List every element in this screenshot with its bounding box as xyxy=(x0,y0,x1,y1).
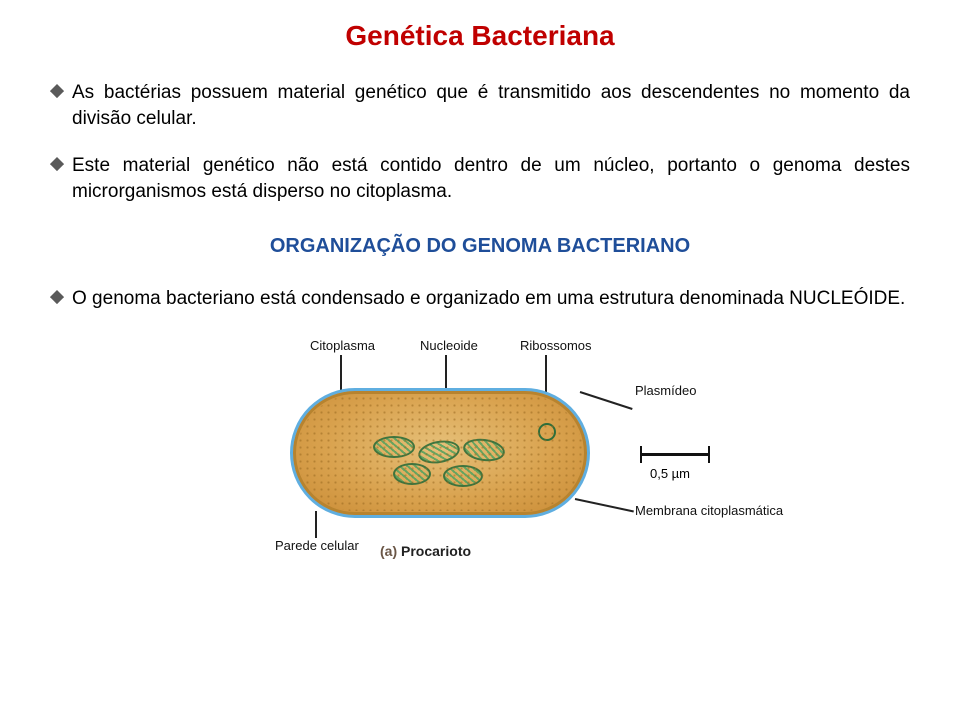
bullet-1-text: As bactérias possuem material genético q… xyxy=(72,80,910,131)
cell-body xyxy=(290,388,590,518)
page-title: Genética Bacteriana xyxy=(50,20,910,52)
caption-prefix: (a) xyxy=(380,543,397,559)
label-nucleoide: Nucleoide xyxy=(420,338,478,353)
scale-label: 0,5 µm xyxy=(650,466,690,481)
label-citoplasma: Citoplasma xyxy=(310,338,375,353)
slide-container: Genética Bacteriana As bactérias possuem… xyxy=(0,0,960,583)
section-heading: ORGANIZAÇÃO DO GENOMA BACTERIANO xyxy=(50,235,910,258)
bullet-2: Este material genético não está contido … xyxy=(50,153,910,204)
nucleoid-region xyxy=(393,463,431,485)
diamond-bullet-icon xyxy=(50,84,64,103)
leader-line xyxy=(315,511,317,538)
scale-bar xyxy=(640,453,710,456)
plasmid-icon xyxy=(538,423,556,441)
nucleoid-region xyxy=(416,438,461,467)
scale-tick xyxy=(708,446,710,463)
diagram-caption: (a) Procarioto xyxy=(380,543,471,559)
diamond-bullet-icon xyxy=(50,290,64,309)
bullet-2-text: Este material genético não está contido … xyxy=(72,153,910,204)
nucleoid-region xyxy=(462,436,507,464)
caption-text: Procarioto xyxy=(401,543,471,559)
leader-line xyxy=(575,498,634,512)
prokaryote-diagram: Citoplasma Nucleoide Ribossomos Plasmíde… xyxy=(220,333,740,563)
label-membrana: Membrana citoplasmática xyxy=(635,503,783,518)
bullet-3-text: O genoma bacteriano está condensado e or… xyxy=(72,286,905,312)
bullet-3: O genoma bacteriano está condensado e or… xyxy=(50,286,910,312)
label-plasmideo: Plasmídeo xyxy=(635,383,696,398)
nucleoid-region xyxy=(443,465,483,487)
diamond-bullet-icon xyxy=(50,157,64,176)
label-ribossomos: Ribossomos xyxy=(520,338,592,353)
bullet-1: As bactérias possuem material genético q… xyxy=(50,80,910,131)
leader-line xyxy=(580,391,633,410)
nucleoid-region xyxy=(373,436,415,458)
label-parede: Parede celular xyxy=(275,538,359,553)
diagram-wrap: Citoplasma Nucleoide Ribossomos Plasmíde… xyxy=(50,333,910,563)
